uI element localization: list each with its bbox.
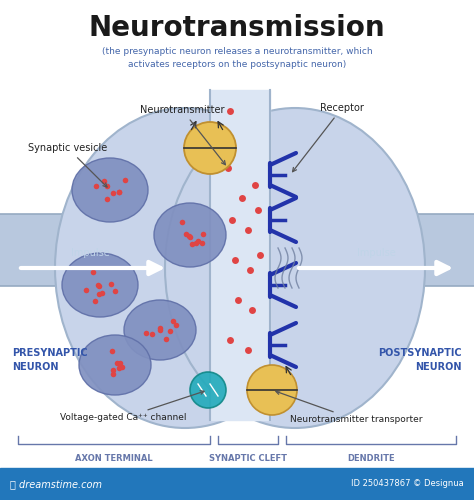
- Ellipse shape: [165, 108, 425, 428]
- FancyBboxPatch shape: [0, 214, 84, 286]
- Text: DENDRITE: DENDRITE: [347, 454, 395, 463]
- Ellipse shape: [124, 300, 196, 360]
- Text: Neurotransmitter: Neurotransmitter: [140, 105, 226, 164]
- Ellipse shape: [55, 108, 315, 428]
- Text: AXON TERMINAL: AXON TERMINAL: [75, 454, 153, 463]
- Bar: [0, 468, 474, 500]
- Ellipse shape: [154, 203, 226, 267]
- Text: Neurotransmitter transporter: Neurotransmitter transporter: [276, 391, 422, 424]
- Text: PRESYNAPTIC
NEURON: PRESYNAPTIC NEURON: [12, 348, 88, 372]
- Ellipse shape: [62, 253, 138, 317]
- FancyBboxPatch shape: [390, 214, 474, 286]
- Ellipse shape: [190, 372, 226, 408]
- Text: Impulse: Impulse: [356, 248, 395, 258]
- Ellipse shape: [184, 122, 236, 174]
- Text: Ⓣ dreamstime.com: Ⓣ dreamstime.com: [10, 479, 102, 489]
- Bar: [210, 90, 270, 420]
- Ellipse shape: [79, 335, 151, 395]
- Text: ID 250437867 © Designua: ID 250437867 © Designua: [351, 480, 464, 488]
- Text: Impulse: Impulse: [71, 248, 109, 258]
- Ellipse shape: [247, 365, 297, 415]
- Text: (the presynaptic neuron releases a neurotransmitter, which
activates receptors o: (the presynaptic neuron releases a neuro…: [102, 48, 372, 68]
- Text: Receptor: Receptor: [292, 103, 364, 172]
- Text: Synaptic vesicle: Synaptic vesicle: [28, 143, 107, 187]
- Text: SYNAPTIC CLEFT: SYNAPTIC CLEFT: [209, 454, 287, 463]
- Ellipse shape: [72, 158, 148, 222]
- Text: Neurotransmission: Neurotransmission: [89, 14, 385, 42]
- Text: POSTSYNAPTIC
NEURON: POSTSYNAPTIC NEURON: [378, 348, 462, 372]
- Text: Voltage-gated Ca⁺⁺ channel: Voltage-gated Ca⁺⁺ channel: [60, 390, 204, 422]
